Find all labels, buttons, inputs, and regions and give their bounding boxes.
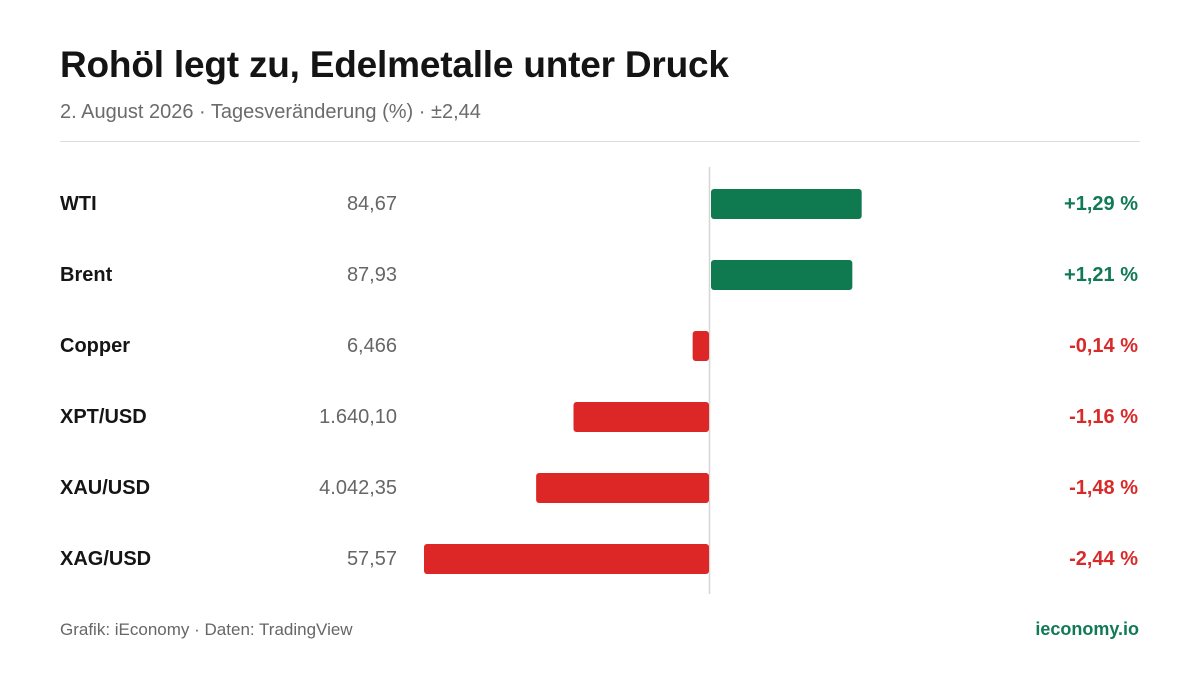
price-label: 4.042,35 [319,477,397,499]
price-label: 87,93 [347,264,397,286]
bar [711,260,853,290]
bar [536,473,709,503]
category-label: XAU/USD [60,477,150,499]
price-label: 6,466 [347,335,397,357]
brand-link[interactable]: ieconomy.io [1035,619,1139,639]
bar [424,544,709,574]
header-divider [60,141,1140,142]
change-value-label: +1,21 % [1064,264,1138,286]
source-credit: Grafik: iEconomy · Daten: TradingView [60,620,353,639]
change-value-label: -1,48 % [1069,477,1138,499]
price-label: 84,67 [347,193,397,215]
price-label: 1.640,10 [319,406,397,428]
change-value-label: +1,29 % [1064,193,1138,215]
bar [711,189,862,219]
change-value-label: -0,14 % [1069,335,1138,357]
category-label: XAG/USD [60,548,151,570]
category-label: WTI [60,193,97,215]
chart-title: Rohöl legt zu, Edelmetalle unter Druck [60,44,729,85]
category-label: Copper [60,335,130,357]
category-label: Brent [60,264,113,286]
bar [573,402,709,432]
category-label: XPT/USD [60,406,147,428]
chart-subtitle: 2. August 2026 · Tagesveränderung (%) · … [60,101,481,123]
change-value-label: -1,16 % [1069,406,1138,428]
price-label: 57,57 [347,548,397,570]
bar [692,331,709,361]
change-value-label: -2,44 % [1069,548,1138,570]
